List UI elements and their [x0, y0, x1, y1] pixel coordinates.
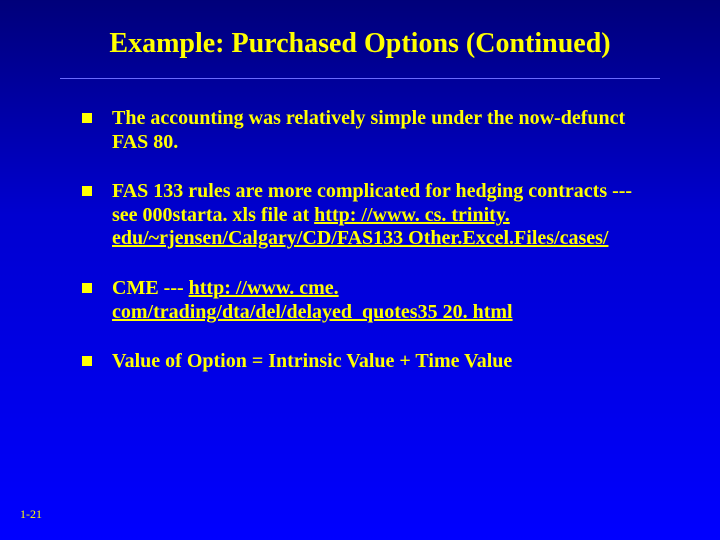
list-item: FAS 133 rules are more complicated for h…: [82, 180, 650, 251]
list-item: Value of Option = Intrinsic Value + Time…: [82, 350, 650, 374]
slide: Example: Purchased Options (Continued) T…: [0, 0, 720, 540]
list-item: The accounting was relatively simple und…: [82, 107, 650, 154]
slide-title: Example: Purchased Options (Continued): [60, 28, 660, 60]
bullet-text: CME ---: [112, 277, 189, 299]
title-rule: [60, 78, 660, 79]
bullet-list: The accounting was relatively simple und…: [60, 107, 660, 374]
bullet-text: Value of Option = Intrinsic Value + Time…: [112, 350, 512, 372]
list-item: CME --- http: //www. cme. com/trading/dt…: [82, 277, 650, 324]
bullet-text: The accounting was relatively simple und…: [112, 107, 625, 153]
page-number: 1-21: [20, 507, 42, 522]
